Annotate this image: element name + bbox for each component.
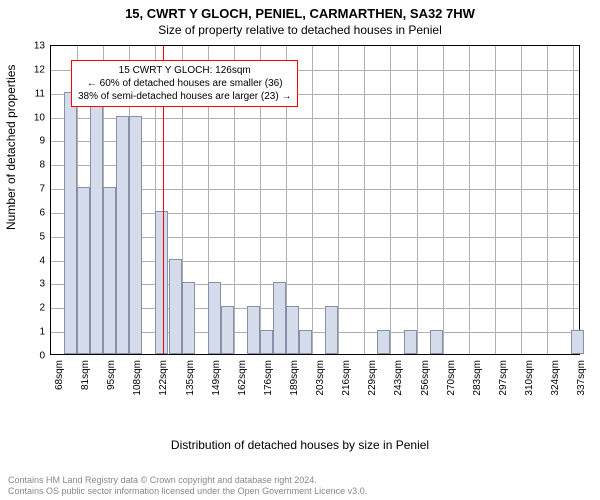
attribution-footer: Contains HM Land Registry data © Crown c… (8, 475, 367, 497)
x-tick-label: 324sqm (550, 360, 561, 396)
histogram-bar (571, 330, 584, 354)
annotation-line-2: ← 60% of detached houses are smaller (36… (78, 77, 291, 90)
histogram-bar (260, 330, 273, 354)
x-tick-label: 337sqm (576, 360, 587, 396)
histogram-bar (116, 116, 129, 354)
y-tick-label: 8 (39, 160, 45, 171)
chart-container: 01234567891011121368sqm81sqm95sqm108sqm1… (50, 45, 580, 415)
x-tick-label: 256sqm (420, 360, 431, 396)
histogram-bar (155, 211, 168, 354)
x-tick-label: 203sqm (315, 360, 326, 396)
y-tick-label: 7 (39, 184, 45, 195)
footer-line-1: Contains HM Land Registry data © Crown c… (8, 475, 367, 486)
gridline-v (312, 46, 313, 354)
gridline-v (417, 46, 418, 354)
y-tick-label: 5 (39, 231, 45, 242)
x-tick-label: 243sqm (393, 360, 404, 396)
plot-area: 01234567891011121368sqm81sqm95sqm108sqm1… (50, 45, 580, 355)
x-tick-label: 108sqm (132, 360, 143, 396)
histogram-bar (182, 282, 195, 354)
page-title-sub: Size of property relative to detached ho… (0, 21, 600, 37)
histogram-bar (273, 282, 286, 354)
x-tick-label: 135sqm (185, 360, 196, 396)
histogram-bar (221, 306, 234, 354)
gridline-v (573, 46, 574, 354)
x-tick-label: 81sqm (80, 360, 91, 390)
x-tick-label: 283sqm (472, 360, 483, 396)
page-title-main: 15, CWRT Y GLOCH, PENIEL, CARMARTHEN, SA… (0, 0, 600, 21)
gridline-v (390, 46, 391, 354)
histogram-bar (247, 306, 260, 354)
x-axis-label: Distribution of detached houses by size … (0, 438, 600, 452)
gridline-v (495, 46, 496, 354)
y-tick-label: 11 (35, 88, 45, 99)
x-tick-label: 176sqm (263, 360, 274, 396)
gridline-v (469, 46, 470, 354)
histogram-bar (129, 116, 142, 354)
x-tick-label: 149sqm (211, 360, 222, 396)
y-tick-label: 12 (34, 64, 45, 75)
y-tick-label: 6 (39, 207, 45, 218)
histogram-bar (169, 259, 182, 354)
gridline-v (443, 46, 444, 354)
y-tick-label: 9 (39, 136, 45, 147)
x-tick-label: 162sqm (237, 360, 248, 396)
reference-annotation: 15 CWRT Y GLOCH: 126sqm ← 60% of detache… (71, 60, 298, 107)
histogram-bar (208, 282, 221, 354)
histogram-bar (64, 92, 77, 354)
x-tick-label: 122sqm (158, 360, 169, 396)
footer-line-2: Contains OS public sector information li… (8, 486, 367, 497)
x-tick-label: 297sqm (498, 360, 509, 396)
gridline-v (521, 46, 522, 354)
x-tick-label: 95sqm (106, 360, 117, 390)
histogram-bar (377, 330, 390, 354)
gridline-v (547, 46, 548, 354)
x-tick-label: 310sqm (524, 360, 535, 396)
histogram-bar (286, 306, 299, 354)
gridline-v (338, 46, 339, 354)
y-tick-label: 10 (34, 112, 45, 123)
y-axis-label: Number of detached properties (4, 65, 18, 230)
y-tick-label: 2 (39, 303, 45, 314)
x-tick-label: 229sqm (367, 360, 378, 396)
histogram-bar (430, 330, 443, 354)
histogram-bar (325, 306, 338, 354)
histogram-bar (90, 68, 103, 354)
histogram-bar (404, 330, 417, 354)
y-tick-label: 1 (39, 327, 45, 338)
x-tick-label: 189sqm (289, 360, 300, 396)
y-tick-label: 13 (34, 41, 45, 52)
x-tick-label: 216sqm (341, 360, 352, 396)
y-tick-label: 4 (39, 255, 45, 266)
histogram-bar (299, 330, 312, 354)
gridline-v (364, 46, 365, 354)
histogram-bar (77, 187, 90, 354)
y-tick-label: 0 (39, 351, 45, 362)
x-tick-label: 68sqm (54, 360, 65, 390)
annotation-line-3: 38% of semi-detached houses are larger (… (78, 90, 291, 103)
histogram-bar (103, 187, 116, 354)
x-tick-label: 270sqm (446, 360, 457, 396)
annotation-line-1: 15 CWRT Y GLOCH: 126sqm (78, 64, 291, 77)
y-tick-label: 3 (39, 279, 45, 290)
